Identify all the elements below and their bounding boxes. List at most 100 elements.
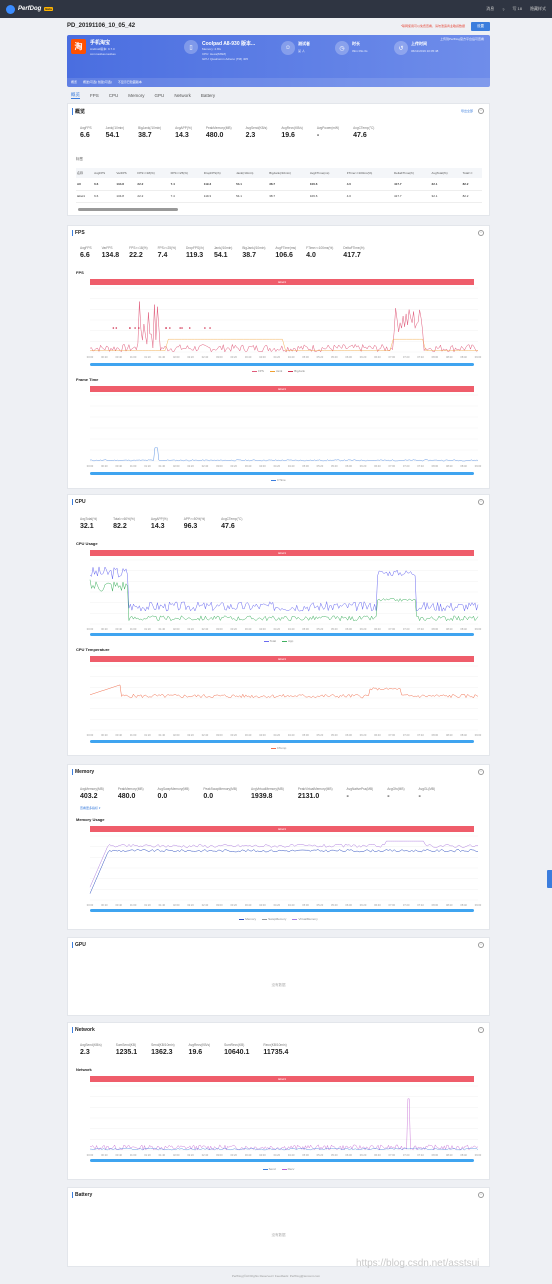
strip-item[interactable]: 概览 — [71, 80, 78, 84]
x-tick-label: 08:20 — [446, 355, 453, 359]
legend-item[interactable]: Total — [263, 639, 276, 643]
table-header-cell[interactable]: Total>= — [461, 168, 482, 178]
x-tick-label: 03:40 — [245, 903, 252, 907]
side-feedback-tab[interactable] — [547, 870, 552, 888]
legend-item[interactable]: FPS — [252, 369, 264, 373]
legend-item[interactable]: Jank — [269, 369, 282, 373]
strip-item[interactable]: 不显示已隐藏版本 — [117, 80, 142, 84]
time-range-slider[interactable] — [90, 740, 474, 743]
legend-item[interactable]: VirtualMemory — [292, 917, 318, 921]
table-header-cell[interactable]: FPS>=18(%) — [136, 168, 170, 178]
x-tick-label: 08:40 — [460, 1153, 467, 1157]
legend-item[interactable]: CTemp — [270, 746, 286, 750]
user-menu[interactable]: 写 18 — [512, 6, 522, 11]
metric-item: AvgSwapMemory(MB) 0.0 — [158, 787, 190, 800]
time-range-slider[interactable] — [90, 633, 474, 636]
metric-value: 480.0 — [117, 793, 136, 800]
table-cell: 38.7 — [268, 178, 309, 191]
tab-memory[interactable]: Memory — [128, 92, 145, 98]
label-bar[interactable]: label1 — [90, 550, 474, 556]
tab-overview[interactable]: 概览 — [71, 91, 80, 99]
legend-item[interactable]: BigJank — [288, 369, 305, 373]
label-bar[interactable]: label1 — [90, 279, 474, 285]
brand-logo[interactable]: PerfDog Beta — [6, 4, 53, 14]
table-row[interactable]: label1 6.6 134.8 22.2 7.4 119.3 54.1 38.7 106.6 4… — [76, 190, 482, 203]
metric-label: Send(KB/10min) — [151, 1043, 175, 1047]
label-bar[interactable]: label1 — [90, 1076, 474, 1082]
collapse-icon[interactable]: ⌃ — [478, 1027, 484, 1033]
table-header-cell[interactable]: AvgFTime(ms) — [308, 168, 346, 178]
metric-label: AvgGL(MB) — [418, 787, 436, 791]
time-range-slider[interactable] — [90, 1159, 474, 1162]
legend-item[interactable]: App — [282, 639, 293, 643]
x-tick-label: 06:40 — [374, 1153, 381, 1157]
metric-value: 54.1 — [105, 132, 120, 139]
label-bar[interactable]: label1 — [90, 386, 474, 392]
table-header-cell[interactable]: AvgFPS — [93, 168, 116, 178]
legend-swatch — [270, 747, 276, 749]
x-tick-label: 05:00 — [302, 355, 309, 359]
collapse-icon[interactable]: ⌃ — [478, 1192, 484, 1198]
collapse-icon[interactable]: ⌃ — [478, 499, 484, 505]
tab-cpu[interactable]: CPU — [108, 92, 119, 98]
metric-label: AvgFTime(ms) — [275, 246, 297, 250]
time-range-slider[interactable] — [90, 909, 474, 912]
x-tick-label: 05:40 — [331, 733, 338, 737]
more-metrics-link[interactable]: 查看更多指标 ▾ — [80, 806, 101, 810]
x-tick-label: 07:00 — [389, 733, 396, 737]
table-header-cell[interactable]: FTime>=100ms(%) — [345, 168, 393, 178]
collapse-icon[interactable]: ⌃ — [478, 230, 484, 236]
x-tick-label: 03:00 — [216, 733, 223, 737]
table-header-cell[interactable]: FPS>=25(%) — [169, 168, 203, 178]
labels-title: 标签 — [76, 157, 83, 161]
label-bar[interactable]: label1 — [90, 826, 474, 832]
tab-gpu[interactable]: GPU — [154, 92, 165, 98]
cpu-metrics: AvgTotal(%) 32.1 Total>=60%(%) 82.2 AvgAPP(%… — [80, 517, 258, 530]
table-header-cell[interactable]: Jank(/10min) — [235, 168, 269, 178]
cpu-title: CPU — [72, 499, 86, 505]
x-tick-label: 02:40 — [202, 355, 209, 359]
legend-item[interactable]: Recv — [281, 1167, 294, 1171]
x-tick-label: 00:40 — [115, 464, 122, 468]
table-scrollbar[interactable] — [78, 208, 178, 211]
collapse-icon[interactable]: ⌃ — [478, 108, 484, 114]
collapse-icon[interactable]: ⌃ — [478, 942, 484, 948]
strip-item[interactable]: 概述(可选) 创建(可选) — [83, 80, 112, 84]
tab-fps[interactable]: FPS — [90, 92, 99, 98]
table-header-cell[interactable]: VarFPS — [115, 168, 137, 178]
time-range-slider[interactable] — [90, 472, 474, 475]
style-toggle[interactable]: 隐藏样式 — [530, 6, 546, 11]
table-header-cell[interactable]: DropFPS(/h) — [202, 168, 236, 178]
legend-item[interactable]: FTime — [271, 478, 286, 482]
x-tick-label: 06:40 — [374, 903, 381, 907]
metric-value: - — [387, 793, 390, 800]
collapse-icon[interactable]: ⌃ — [478, 769, 484, 775]
legend-item[interactable]: SwapMemory — [262, 917, 286, 921]
time-range-slider[interactable] — [90, 363, 474, 366]
table-header-cell[interactable]: BigJank(/10min) — [268, 168, 309, 178]
notification-icon[interactable]: 消息 — [486, 6, 495, 11]
export-link[interactable]: 导出全部 — [460, 109, 473, 113]
legend-item[interactable]: Send — [262, 1167, 276, 1171]
metric-value: 2131.0 — [297, 793, 320, 800]
table-header-cell[interactable]: AvgTotal(%) — [430, 168, 462, 178]
help-icon[interactable]: ? — [502, 6, 505, 12]
metric-label: AvgFPS — [80, 126, 92, 130]
legend-item[interactable]: Memory — [239, 917, 256, 921]
metric-item: AvgAPP(%) 14.3 — [151, 517, 168, 530]
label-bar[interactable]: label1 — [90, 656, 474, 662]
legend-label: Memory — [245, 917, 257, 921]
table-cell: 22.2 — [136, 190, 170, 203]
metric-item: AvgAPP(%) 14.3 — [175, 126, 192, 139]
table-header-cell[interactable]: DeltaFTime(/h) — [392, 168, 431, 178]
settings-button[interactable]: 设置 — [471, 21, 490, 31]
tab-network[interactable]: Network — [174, 92, 191, 98]
metric-label: DeltaFTime(/h) — [343, 246, 365, 250]
table-row[interactable]: All 6.6 134.8 22.2 7.4 119.3 54.1 38.7 106.6 4.0 4… — [76, 178, 482, 191]
x-tick-label: 04:00 — [259, 627, 266, 631]
duration-info: ◷ 时长 09m 09s 0s — [335, 41, 368, 55]
x-tick-label: 00:40 — [115, 903, 122, 907]
table-header-cell[interactable]: 名称 — [76, 168, 94, 178]
tab-battery[interactable]: Battery — [200, 92, 216, 98]
x-tick-label: 01:20 — [144, 355, 151, 359]
